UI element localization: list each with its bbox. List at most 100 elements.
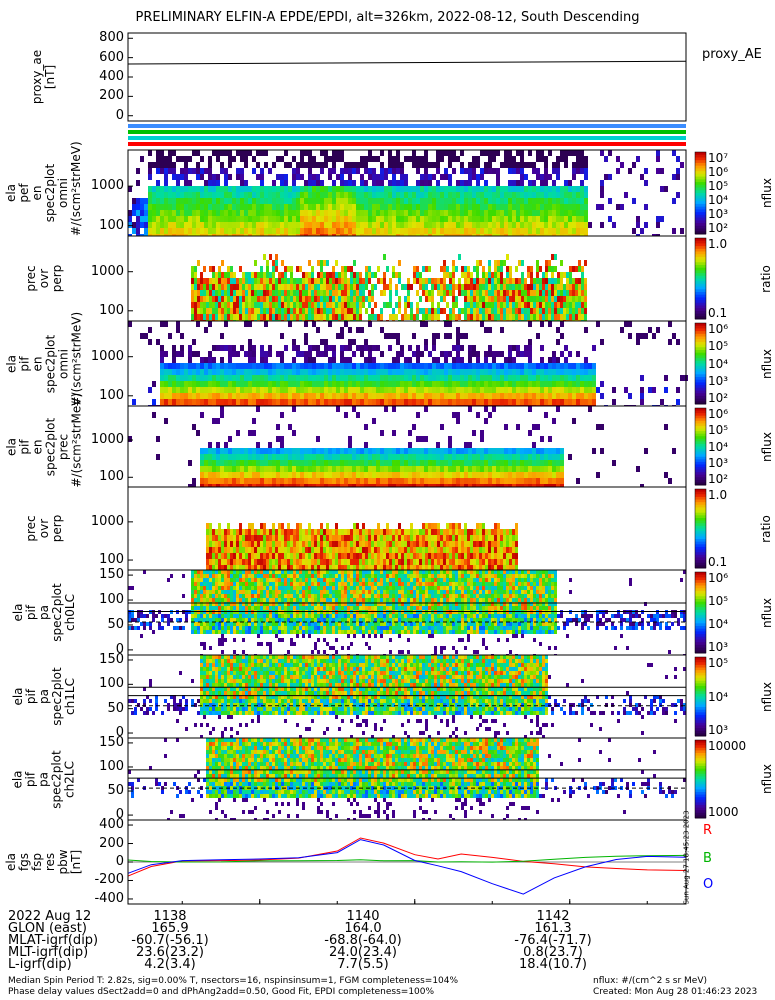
heatmap-cell	[532, 234, 536, 236]
heatmap-cell	[383, 272, 386, 278]
heatmap-cell	[492, 478, 496, 484]
heatmap-cell	[512, 204, 516, 210]
heatmap-cell	[392, 162, 396, 168]
heatmap-cell	[575, 314, 578, 320]
heatmap-cell	[314, 278, 317, 284]
heatmap-cell	[516, 375, 520, 381]
heatmap-cell	[180, 204, 184, 210]
heatmap-cell	[484, 369, 488, 375]
heatmap-cell	[364, 357, 368, 363]
heatmap-cell	[308, 156, 312, 162]
heatmap-cell	[176, 381, 180, 387]
heatmap-cell	[180, 381, 184, 387]
heatmap-cell	[470, 272, 473, 278]
heatmap-cell	[324, 478, 328, 484]
heatmap-cell	[419, 296, 422, 302]
heatmap-cell	[380, 210, 384, 216]
heatmap-cell	[508, 192, 512, 198]
heatmap-cell	[164, 381, 168, 387]
heatmap-cell	[452, 302, 455, 308]
heatmap-cell	[392, 216, 396, 222]
heatmap-cell	[208, 357, 212, 363]
heatmap-cell	[440, 424, 444, 430]
heatmap-cell	[440, 210, 444, 216]
heatmap-cell	[468, 168, 472, 174]
heatmap-cell	[632, 198, 636, 204]
heatmap-cell	[172, 222, 176, 228]
heatmap-cell	[536, 393, 540, 399]
heatmap-cell	[372, 168, 376, 174]
heatmap-cell	[488, 387, 492, 393]
heatmap-cell	[329, 296, 332, 302]
heatmap-cell	[269, 553, 272, 559]
heatmap-cell	[233, 559, 236, 565]
heatmap-cell	[356, 387, 360, 393]
heatmap-cell	[408, 357, 412, 363]
heatmap-cell	[386, 547, 389, 553]
heatmap-cell	[524, 186, 528, 192]
heatmap-cell	[544, 460, 548, 466]
heatmap-cell	[389, 547, 392, 553]
heatmap-cell	[392, 180, 396, 186]
heatmap-cell	[520, 216, 524, 222]
heatmap-cell	[356, 363, 360, 369]
heatmap-cell	[272, 393, 276, 399]
heatmap-cell	[384, 387, 388, 393]
heatmap-cell	[468, 345, 472, 351]
heatmap-cell	[404, 478, 408, 484]
heatmap-cell	[254, 260, 257, 266]
heatmap-cell	[268, 472, 272, 478]
heatmap-cell	[272, 559, 275, 565]
heatmap-cell	[556, 192, 560, 198]
heatmap-cell	[452, 186, 456, 192]
heatmap-cell	[444, 381, 448, 387]
heatmap-cell	[672, 333, 676, 339]
heatmap-cell	[408, 186, 412, 192]
heatmap-cell	[524, 314, 527, 320]
heatmap-cell	[335, 308, 338, 314]
heatmap-cell	[323, 541, 326, 547]
heatmap-cell	[288, 448, 292, 454]
heatmap-cell	[281, 565, 284, 570]
heatmap-cell	[212, 559, 215, 565]
heatmap-cell	[266, 260, 269, 266]
heatmap-cell	[584, 192, 588, 198]
heatmap-cell	[228, 363, 232, 369]
heatmap-cell	[488, 308, 491, 314]
heatmap-cell	[308, 296, 311, 302]
heatmap-cell	[320, 180, 324, 186]
heatmap-cell	[536, 266, 539, 272]
heatmap-cell	[503, 302, 506, 308]
heatmap-cell	[460, 210, 464, 216]
heatmap-cell	[172, 210, 176, 216]
heatmap-cell	[548, 472, 552, 478]
heatmap-cell	[244, 321, 248, 327]
heatmap-cell	[515, 308, 518, 314]
heatmap-cell	[440, 290, 443, 296]
heatmap-cell	[452, 399, 456, 405]
heatmap-cell	[272, 529, 275, 535]
heatmap-cell	[484, 204, 488, 210]
heatmap-cell	[652, 387, 656, 393]
heatmap-cell	[280, 454, 284, 460]
heatmap-cell	[467, 302, 470, 308]
heatmap-cell	[488, 186, 492, 192]
heatmap-cell	[347, 314, 350, 320]
heatmap-cell	[568, 399, 572, 405]
heatmap-cell	[236, 448, 240, 454]
heatmap-cell	[572, 150, 576, 156]
heatmap-cell	[260, 198, 264, 204]
heatmap-cell	[323, 284, 326, 290]
heatmap-cell	[508, 363, 512, 369]
heatmap-cell	[136, 222, 140, 228]
heatmap-cell	[365, 308, 368, 314]
heatmap-cell	[600, 339, 604, 345]
heatmap-cell	[491, 290, 494, 296]
heatmap-cell	[392, 156, 396, 162]
heatmap-cell	[264, 387, 268, 393]
heatmap-cell	[436, 454, 440, 460]
heatmap-cell	[568, 192, 572, 198]
heatmap-cell	[480, 363, 484, 369]
heatmap-cell	[572, 216, 576, 222]
heatmap-cell	[560, 272, 563, 278]
